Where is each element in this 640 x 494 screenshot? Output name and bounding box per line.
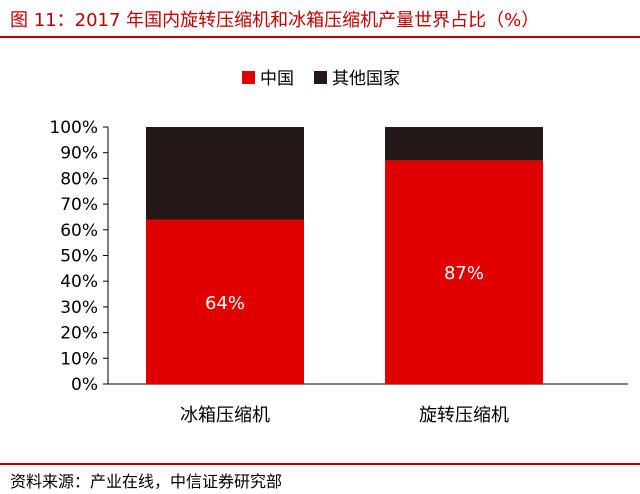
x-tick-label: 旋转压缩机 — [419, 405, 509, 426]
bar-china-2 — [385, 160, 543, 384]
figure-title: 图 11：2017 年国内旋转压缩机和冰箱压缩机产量世界占比（%） — [10, 10, 540, 31]
y-tick-label: 100% — [49, 118, 98, 138]
bar-china-1 — [146, 219, 304, 384]
title-bar: 图 11：2017 年国内旋转压缩机和冰箱压缩机产量世界占比（%） — [0, 0, 640, 38]
legend-swatch-other — [314, 71, 327, 84]
legend-label-other: 其他国家 — [332, 69, 400, 89]
y-tick-label: 60% — [60, 221, 98, 241]
legend-label-china: 中国 — [260, 69, 294, 89]
data-label: 87% — [444, 263, 484, 284]
y-tick-label: 40% — [60, 272, 98, 292]
x-tick-label: 冰箱压缩机 — [180, 405, 270, 426]
y-tick-label: 10% — [60, 349, 98, 369]
y-tick-label: 80% — [60, 169, 98, 189]
legend-swatch-china — [242, 71, 255, 84]
y-tick-label: 90% — [60, 144, 98, 164]
y-tick-label: 70% — [60, 195, 98, 215]
bar-other-2 — [385, 127, 543, 161]
stacked-bar-chart: 中国 其他国家 0% 10% 20% 30% 40% 50% 60% 70% 80% 90% 100% 6… — [49, 69, 628, 426]
bar-other-1 — [146, 127, 304, 220]
source-note: 资料来源：产业在线，中信证券研究部 — [10, 472, 283, 491]
y-tick-label: 20% — [60, 324, 98, 344]
y-tick-label: 30% — [60, 298, 98, 318]
y-tick-label: 50% — [60, 247, 98, 267]
title-divider — [0, 36, 640, 38]
data-label: 64% — [205, 293, 245, 314]
y-tick-label: 0% — [71, 375, 98, 395]
source-divider — [0, 463, 640, 465]
